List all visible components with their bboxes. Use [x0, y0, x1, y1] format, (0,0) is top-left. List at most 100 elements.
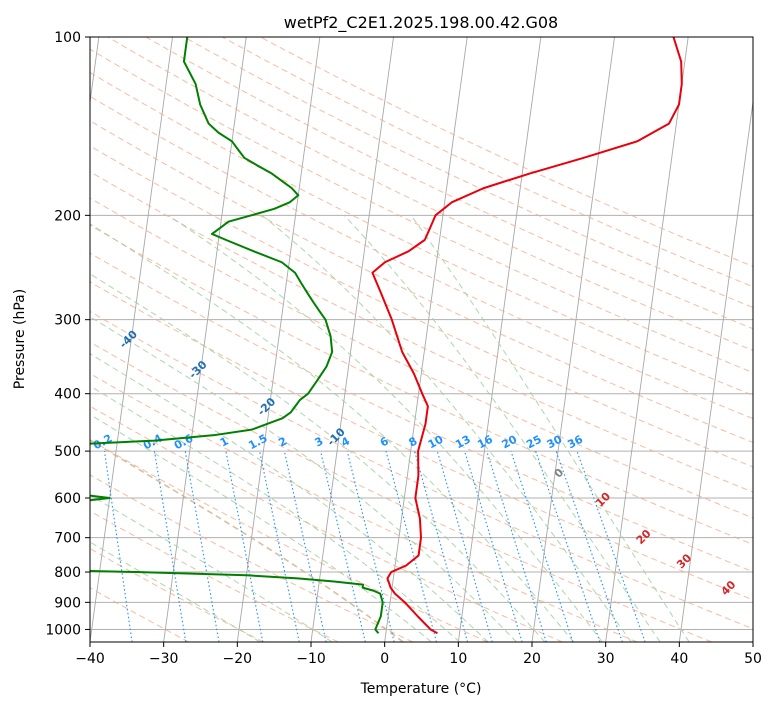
- mixing-ratio-label: 2: [276, 434, 289, 449]
- mixing-ratio-line: [510, 450, 574, 642]
- dry-adiabat-line: [90, 48, 753, 374]
- moist-adiabat-line: [343, 214, 661, 642]
- x-tick-label: 20: [523, 651, 541, 667]
- dry-adiabat-line: [183, 37, 753, 309]
- moist-adiabat-line: [90, 223, 574, 642]
- dry-adiabat-line: [90, 197, 753, 519]
- moist-adiabat-line: [90, 353, 489, 642]
- dry-adiabat-line: [145, 37, 753, 330]
- y-tick-label: 600: [54, 491, 81, 507]
- mixing-ratio-line: [486, 450, 547, 642]
- dry-adiabat-line: [90, 474, 414, 642]
- y-tick-label: 1000: [45, 622, 81, 638]
- moist-adiabat-line: [90, 273, 546, 642]
- x-axis: −40 −30 −20 −10 0 10 20 30 40 50: [75, 642, 762, 667]
- dry-adiabat-line: [90, 145, 753, 468]
- dry-adiabat-line: [90, 95, 753, 420]
- temperature-profile-line: [371, 37, 683, 635]
- mixing-ratio-line: [555, 450, 623, 642]
- isotherm-line: [678, 98, 753, 642]
- dry-adiabat-line: [90, 252, 753, 573]
- mixing-ratio-line: [320, 450, 366, 642]
- dry-adiabat-line: [90, 71, 753, 396]
- x-tick-label: 30: [597, 651, 615, 667]
- isotherm-line: [90, 37, 173, 642]
- dry-adiabat-line: [90, 510, 339, 642]
- dry-adiabat-line: [90, 548, 264, 642]
- mixing-ratio-line: [464, 450, 523, 642]
- mixing-ratio-label: 1.5: [246, 432, 269, 453]
- moist-adiabat-line: [261, 214, 632, 642]
- dry-adiabat-line: [90, 341, 712, 642]
- x-tick-label: 40: [670, 651, 688, 667]
- x-tick-label: −30: [149, 651, 179, 667]
- dry-adiabat-line: [90, 439, 488, 642]
- y-tick-label: 500: [54, 444, 81, 460]
- mixing-ratio-label: 25: [524, 433, 544, 452]
- x-tick-label: 50: [744, 651, 762, 667]
- isotherm-line: [384, 37, 468, 642]
- mixing-ratio-label: 8: [407, 434, 420, 449]
- mixing-ratio-label: 13: [453, 433, 473, 452]
- moist-adiabat-line: [90, 439, 404, 642]
- dry-adiabat-line: [90, 310, 753, 630]
- moist-adiabat-line: [90, 413, 432, 642]
- y-tick-label: 700: [54, 531, 81, 547]
- mixing-ratio-label: 3: [313, 434, 326, 449]
- moist-adiabat-line: [167, 214, 603, 642]
- mixing-ratio-line: [436, 450, 493, 642]
- mixing-ratio-line: [346, 450, 395, 642]
- dry-adiabat-line: [90, 120, 753, 444]
- dry-adiabat-line: [90, 281, 753, 601]
- moist-adiabat-line: [90, 541, 261, 642]
- mixing-ratio-line: [225, 450, 264, 642]
- mixing-ratio-label: 30: [545, 433, 565, 452]
- y-tick-label: 900: [54, 595, 81, 611]
- isotherm-label: -30: [186, 358, 209, 381]
- moist-adiabat-line: [90, 316, 517, 642]
- dry-adiabat-line: [221, 37, 753, 288]
- y-axis: 100 200 300 400 500 600 700 800 900 1000: [45, 30, 90, 638]
- mixing-ratio-line: [414, 450, 469, 642]
- dry-adiabat-line: [90, 405, 563, 642]
- mixing-ratio-line: [283, 450, 327, 642]
- x-tick-label: −10: [296, 651, 326, 667]
- y-tick-label: 300: [54, 313, 81, 329]
- background-lines: [90, 37, 753, 642]
- isotherm-label: -20: [255, 395, 278, 418]
- mixing-ratio-label: 16: [475, 433, 495, 452]
- dry-adiabat-line: [90, 171, 753, 493]
- plot-frame: [89, 36, 754, 643]
- line-labels: 0.10.20.40.611.52346810131620253036-100-…: [50, 280, 739, 599]
- mixing-ratio-line: [576, 450, 646, 642]
- series-lines: [90, 37, 683, 635]
- y-tick-label: 200: [54, 208, 81, 224]
- mixing-ratio-label: 20: [500, 433, 520, 452]
- moist-adiabat-line: [410, 215, 690, 642]
- isotherm-line: [163, 37, 247, 642]
- isotherm-label: -50: [50, 280, 73, 303]
- mixing-ratio-label: 1: [218, 434, 231, 449]
- isotherm-label: -40: [117, 328, 140, 351]
- mixing-ratio-label: 36: [565, 433, 585, 452]
- mixing-ratio-line: [535, 450, 601, 642]
- y-tick-label: 400: [54, 387, 81, 403]
- isotherm-line: [605, 37, 689, 642]
- dry-adiabat-line: [260, 37, 753, 268]
- mixing-ratio-line: [184, 451, 220, 642]
- isotherm-line: [457, 37, 542, 642]
- y-tick-label: 100: [54, 30, 81, 46]
- x-tick-label: −20: [223, 651, 253, 667]
- mixing-ratio-line: [153, 451, 187, 642]
- y-tick-label: 800: [54, 565, 81, 581]
- moist-adiabat-label: 40: [718, 578, 738, 598]
- dry-adiabat-line: [107, 37, 753, 351]
- y-axis-label: Pressure (hPa): [12, 289, 28, 389]
- mixing-ratio-line: [385, 450, 437, 642]
- x-axis-label: Temperature (°C): [360, 681, 482, 697]
- isotherm-line: [90, 37, 100, 106]
- x-tick-label: 0: [380, 651, 389, 667]
- dewpoint-profile-line: [90, 37, 384, 634]
- x-tick-label: 10: [449, 651, 467, 667]
